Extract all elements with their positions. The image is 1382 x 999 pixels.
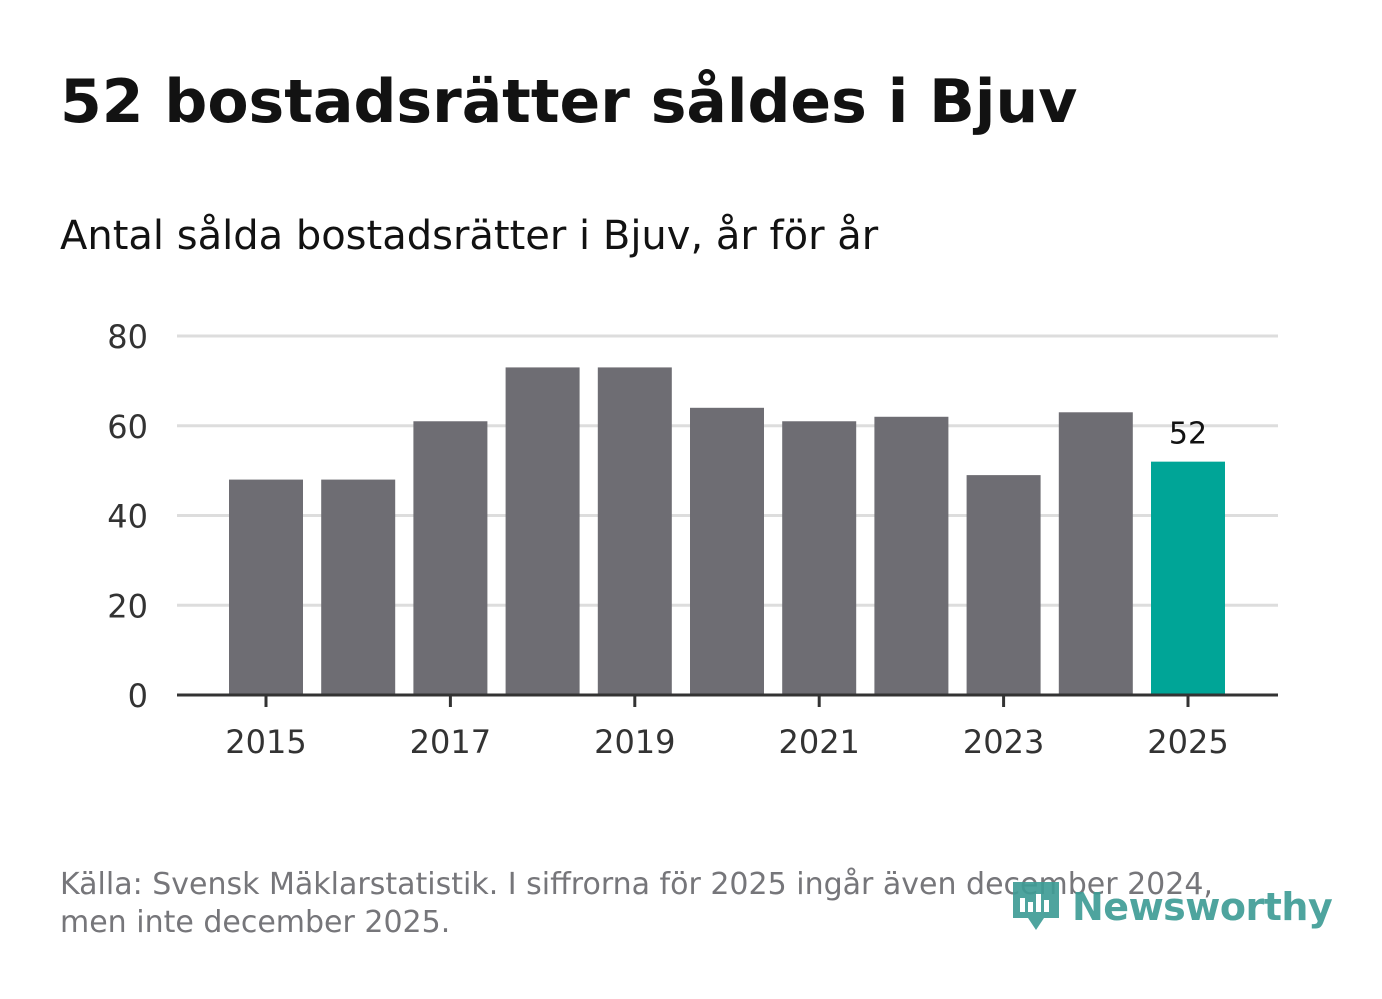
bar-2016 xyxy=(321,479,396,695)
x-tick-label: 2019 xyxy=(594,723,675,761)
bar-2021 xyxy=(782,421,857,695)
axes xyxy=(177,693,1278,707)
data-label-2025: 52 xyxy=(1169,417,1207,452)
labels: 0 20 40 60 80 52 2015 2017 2019 2021 2023 2025 xyxy=(107,318,1228,761)
x-tick-label: 2015 xyxy=(225,723,306,761)
bar-chart: 0 20 40 60 80 52 2015 2017 2019 2021 2023 2025 xyxy=(107,318,1278,761)
y-tick-label: 80 xyxy=(107,318,148,356)
bar-2024 xyxy=(1058,412,1133,695)
y-tick-label: 60 xyxy=(107,408,148,446)
y-tick-label: 40 xyxy=(107,498,148,536)
bars xyxy=(229,367,1225,695)
x-tick-label: 2025 xyxy=(1147,723,1228,761)
bar-2018 xyxy=(505,367,580,695)
bar-2023 xyxy=(966,475,1041,695)
x-tick-label: 2023 xyxy=(963,723,1044,761)
chart-subtitle: Antal sålda bostadsrätter i Bjuv, år för… xyxy=(60,213,879,259)
x-tick-label: 2021 xyxy=(778,723,859,761)
newsworthy-logo: Newsworthy xyxy=(1010,878,1333,936)
y-tick-label: 0 xyxy=(128,677,148,715)
source-line-2: men inte december 2025. xyxy=(60,905,451,940)
bar-2022 xyxy=(874,416,949,695)
newsworthy-logo-text: Newsworthy xyxy=(1072,885,1333,929)
chart-title: 52 bostadsrätter såldes i Bjuv xyxy=(60,67,1078,137)
bar-2019 xyxy=(597,367,672,695)
x-tick-label: 2017 xyxy=(410,723,491,761)
newsworthy-logo-icon xyxy=(1013,882,1059,930)
y-tick-label: 20 xyxy=(107,587,148,625)
bar-2025 xyxy=(1151,461,1225,695)
bar-2015 xyxy=(229,479,303,695)
bar-2017 xyxy=(413,421,488,695)
bar-2020 xyxy=(690,407,764,695)
